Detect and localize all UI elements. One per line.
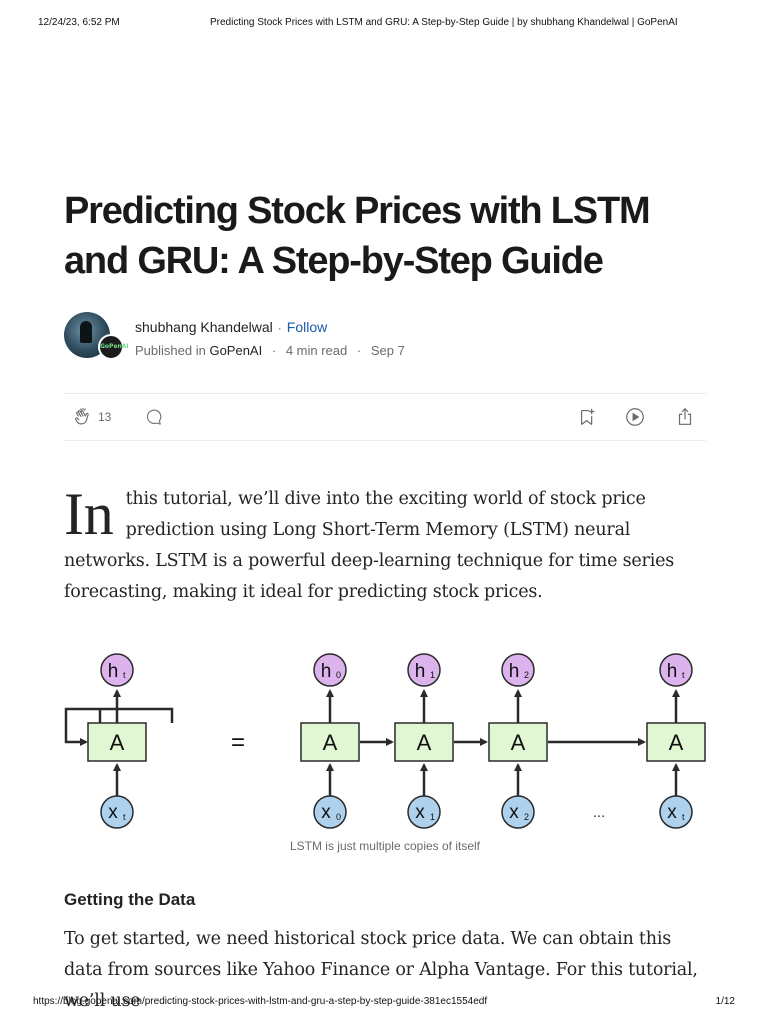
published-prefix: Published in (135, 343, 206, 358)
author-name[interactable]: shubhang Khandelwal (135, 319, 273, 335)
input-subscript-1: 1 (430, 812, 435, 822)
output-subscript-1: 1 (430, 670, 435, 680)
print-doc-title: Predicting Stock Prices with LSTM and GR… (210, 17, 678, 28)
bookmark-add-icon (577, 406, 599, 428)
play-icon (624, 406, 646, 428)
comment-icon (144, 407, 164, 427)
unrolled-cell-label-3: A (669, 730, 684, 755)
rolled-input-node (100, 795, 134, 829)
article-title: Predicting Stock Prices with LSTM and GR… (64, 190, 651, 282)
output-label-3: h (667, 661, 678, 682)
input-node-1 (407, 795, 441, 829)
unrolled-cell-label-1: A (417, 730, 432, 755)
print-footer: https://blog.gopenai.com/predicting-stoc… (0, 996, 768, 1010)
unrolled-cells: Ah 0x 0Ah 1x 1Ah 2x 2Ah tx t (300, 653, 706, 829)
rolled-cell-label: A (110, 730, 125, 755)
publication-link[interactable]: GoPenAI (209, 343, 263, 358)
input-node-2 (501, 795, 535, 829)
publication-badge[interactable]: GoPenAI (98, 334, 129, 360)
input-subscript-3: t (682, 812, 685, 822)
read-time: 4 min read (285, 343, 348, 358)
print-datetime: 12/24/23, 6:52 PM (38, 17, 120, 28)
share-button[interactable] (674, 406, 696, 428)
output-node-3 (659, 653, 693, 687)
unrolled-cell-box-0 (300, 722, 360, 762)
unrolled-cell-box-2 (488, 722, 548, 762)
follow-button[interactable]: Follow (286, 319, 328, 335)
author-line: shubhang Khandelwal · Follow (135, 319, 327, 335)
input-node-3 (659, 795, 693, 829)
output-label-0: h (321, 661, 332, 682)
input-label-2: x (509, 802, 519, 823)
input-node-0 (313, 795, 347, 829)
article-meta: Published in GoPenAI · 4 min read · Sep … (135, 343, 405, 358)
output-label-1: h (415, 661, 426, 682)
section-heading: Getting the Data (64, 890, 196, 909)
input-label-1: x (415, 802, 425, 823)
ellipsis: ... (593, 804, 606, 821)
figure-caption: LSTM is just multiple copies of itself (289, 839, 481, 853)
rolled-output-label: h (108, 661, 119, 682)
unrolled-cell-label-2: A (511, 730, 526, 755)
rolled-cell-box (87, 722, 147, 762)
body-paragraph: To get started, we need historical stock… (64, 929, 698, 1011)
input-label-3: x (667, 802, 677, 823)
output-node-0 (313, 653, 347, 687)
input-label-0: x (321, 802, 331, 823)
print-header: 12/24/23, 6:52 PM Predicting Stock Price… (0, 17, 768, 31)
dot-separator: · (271, 343, 277, 358)
output-subscript-2: 2 (524, 670, 529, 680)
lstm-diagram-svg: A h t x t = ... Ah 0x 0Ah 1x 1Ah 2x 2Ah tx t (64, 641, 706, 831)
rolled-output-subscript: t (123, 670, 126, 680)
unrolled-cell-box-3 (646, 722, 706, 762)
drop-cap: In (64, 481, 114, 547)
output-node-2 (501, 653, 535, 687)
author-row: GoPenAI shubhang Khandelwal · Follow Publi… (64, 312, 706, 362)
input-subscript-2: 2 (524, 812, 529, 822)
share-icon (674, 406, 696, 428)
save-button[interactable] (577, 406, 599, 428)
action-bar: 13 (64, 393, 706, 441)
output-subscript-0: 0 (336, 670, 341, 680)
output-label-2: h (509, 661, 520, 682)
output-node-1 (407, 653, 441, 687)
clap-icon (72, 406, 94, 428)
output-subscript-3: t (682, 670, 685, 680)
intro-text: this tutorial, we’ll dive into the excit… (64, 489, 675, 602)
rolled-cell: A h t x t (64, 653, 174, 829)
equals-sign: = (231, 729, 245, 756)
intro-paragraph: In this tutorial, we’ll dive into the ex… (64, 484, 706, 608)
unrolled-cell-label-0: A (323, 730, 338, 755)
input-subscript-0: 0 (336, 812, 341, 822)
rolled-input-label: x (108, 802, 118, 823)
dot-separator: · (356, 343, 362, 358)
clap-count: 13 (98, 410, 112, 424)
avatar-silhouette (80, 321, 92, 343)
publish-date: Sep 7 (370, 343, 405, 358)
dot-separator: · (277, 321, 282, 335)
comment-button[interactable] (144, 406, 164, 428)
rolled-input-subscript: t (123, 812, 126, 822)
listen-button[interactable] (624, 406, 646, 428)
rolled-output-node (100, 653, 134, 687)
clap-button[interactable]: 13 (72, 406, 111, 428)
print-url: https://blog.gopenai.com/predicting-stoc… (33, 996, 488, 1007)
print-page-number: 1/12 (715, 996, 735, 1007)
